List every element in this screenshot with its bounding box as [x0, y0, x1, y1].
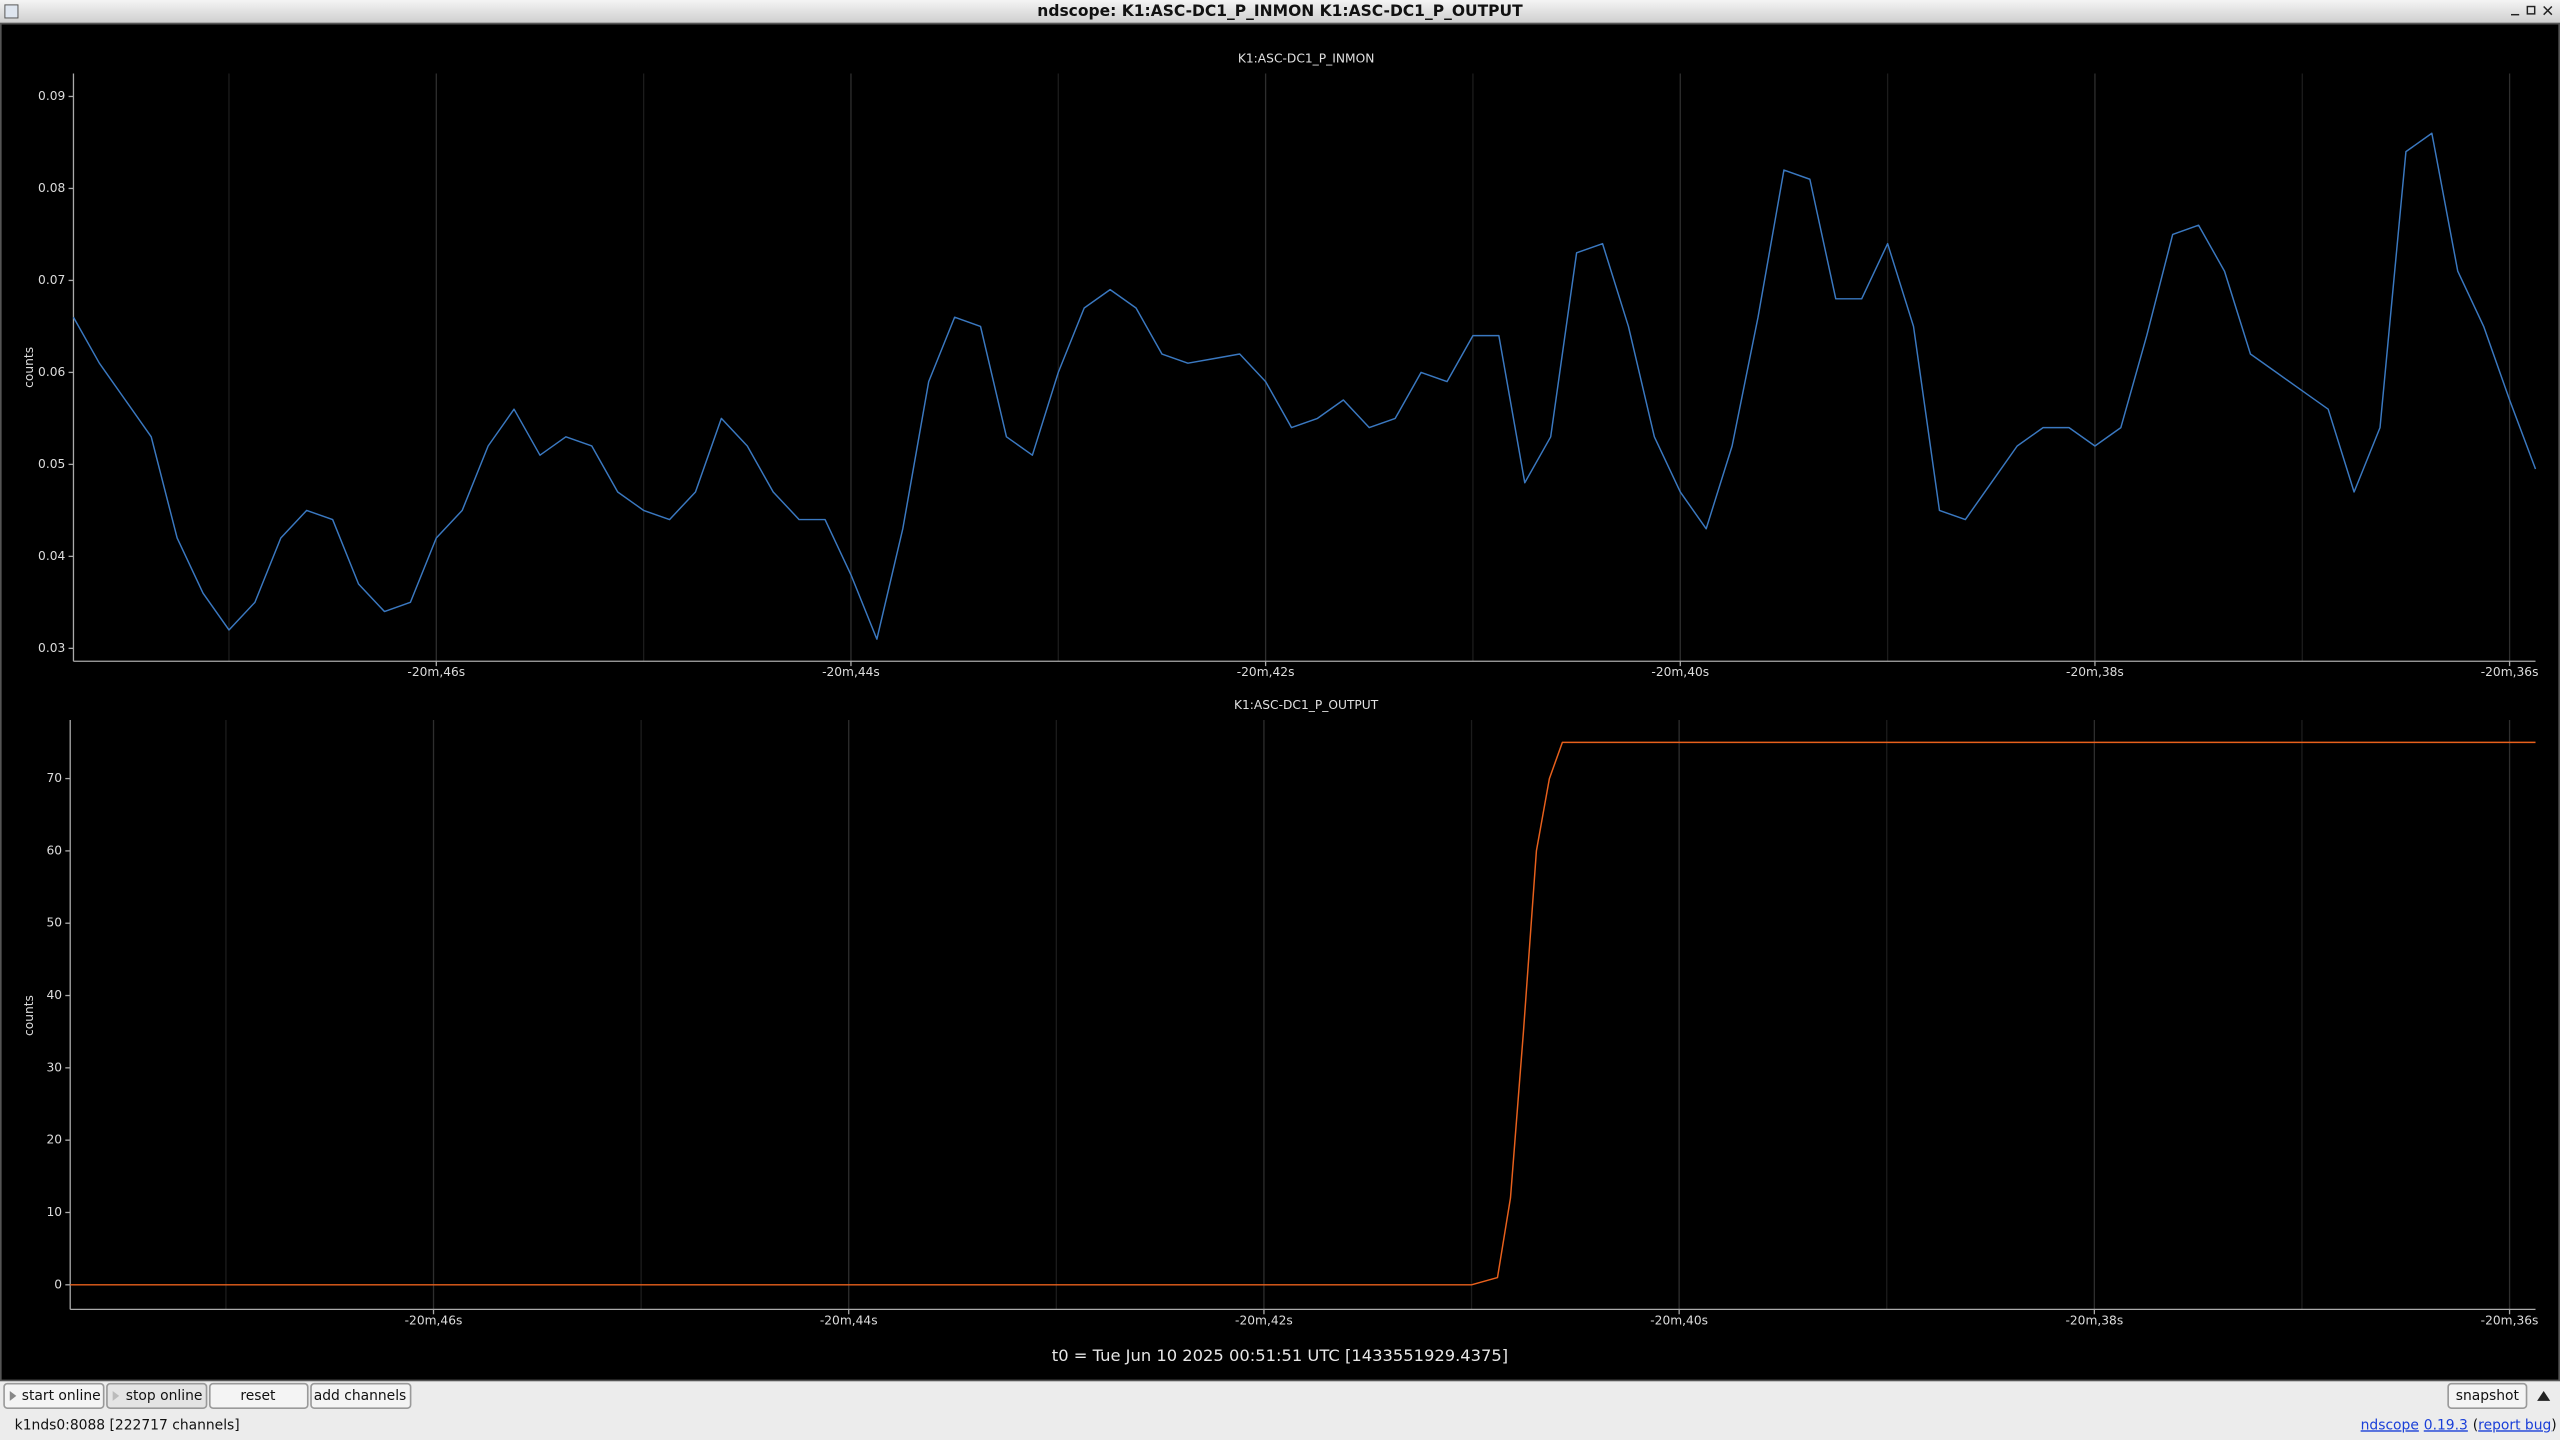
y-tick-label: 20 [46, 1133, 62, 1147]
button-icon[interactable] [9, 1391, 17, 1401]
window-title: ndscope: K1:ASC-DC1_P_INMON K1:ASC-DC1_P… [1037, 2, 1523, 20]
button-frame[interactable] [208, 1382, 309, 1409]
data-line [70, 741, 2536, 1286]
y-tick-label: 0.07 [38, 273, 65, 287]
x-tick-label: -20m,38s [2065, 1313, 2123, 1327]
x-tick-label: -20m,44s [820, 1313, 878, 1327]
y-tick-label: 50 [46, 916, 62, 930]
expand-arrow[interactable] [2537, 1391, 2551, 1401]
x-tick-label: -20m,38s [2066, 665, 2124, 679]
button[interactable]: add channels [310, 1382, 412, 1409]
connection-status: k1nds0:8088 [222717 channels] [15, 1417, 240, 1433]
x-tick-label: -20m,42s [1237, 665, 1295, 679]
y-tick-label: 0.08 [38, 181, 65, 195]
plot-area [0, 22, 2560, 1382]
close-button[interactable] [2543, 6, 2553, 16]
paren: ) [2551, 1417, 2556, 1433]
button-frame[interactable] [310, 1382, 412, 1409]
y-tick-label: 0 [54, 1277, 62, 1291]
report-bug-link[interactable]: report bug [2478, 1417, 2551, 1433]
x-tick-label: -20m,46s [407, 665, 465, 679]
y-axis-label: counts [22, 347, 36, 388]
app-link[interactable]: ndscope [2361, 1417, 2419, 1433]
button-row: start online stop online reset add channels [3, 1382, 412, 1409]
button-label[interactable]: reset [240, 1388, 276, 1404]
button-label[interactable]: stop online [126, 1388, 203, 1404]
t0-label: t0 = Tue Jun 10 2025 00:51:51 UTC [14335… [1052, 1346, 1508, 1365]
about-line: ndscope 0.19.3 (report bug) [2361, 1417, 2557, 1433]
version-link[interactable]: 0.19.3 [2424, 1417, 2468, 1433]
paren: ( [2473, 1417, 2478, 1433]
y-tick-label: 60 [46, 843, 62, 857]
toolbar [0, 1381, 2560, 1440]
y-tick-label: 0.05 [38, 457, 65, 471]
button-label[interactable]: add channels [314, 1388, 407, 1404]
x-tick-label: -20m,46s [405, 1313, 463, 1327]
x-tick-label: -20m,36s [2481, 665, 2539, 679]
button-label[interactable]: snapshot [2456, 1388, 2520, 1404]
button-frame[interactable] [3, 1382, 105, 1409]
button[interactable]: stop online [106, 1382, 208, 1409]
button-icon[interactable] [112, 1391, 120, 1401]
y-tick-label: 40 [46, 988, 62, 1002]
data-line [72, 132, 2537, 640]
maximize-button[interactable] [2526, 5, 2536, 15]
title-bar [0, 0, 2560, 23]
snapshot-button[interactable]: snapshot [2447, 1382, 2528, 1409]
button[interactable]: reset [208, 1382, 309, 1409]
y-tick-label: 70 [46, 771, 62, 785]
x-tick-label: -20m,44s [822, 665, 880, 679]
button[interactable]: start online [3, 1382, 105, 1409]
y-tick-label: 0.06 [38, 365, 65, 379]
x-tick-label: -20m,40s [1651, 665, 1709, 679]
y-tick-label: 10 [46, 1205, 62, 1219]
plot-title: K1:ASC-DC1_P_INMON [1238, 51, 1374, 65]
window-icon [4, 4, 19, 19]
button-frame[interactable] [106, 1382, 208, 1409]
plot-title: K1:ASC-DC1_P_OUTPUT [1234, 698, 1379, 712]
y-tick-label: 0.09 [38, 89, 65, 103]
y-axis-label: counts [22, 995, 36, 1036]
window-controls[interactable] [2511, 5, 2553, 16]
x-tick-label: -20m,36s [2481, 1313, 2539, 1327]
y-tick-label: 0.04 [38, 549, 65, 563]
x-tick-label: -20m,40s [1650, 1313, 1708, 1327]
y-tick-label: 0.03 [38, 641, 65, 655]
button-frame[interactable] [2447, 1382, 2528, 1409]
button-label[interactable]: start online [22, 1388, 101, 1404]
x-tick-label: -20m,42s [1235, 1313, 1293, 1327]
y-tick-label: 30 [46, 1060, 62, 1074]
